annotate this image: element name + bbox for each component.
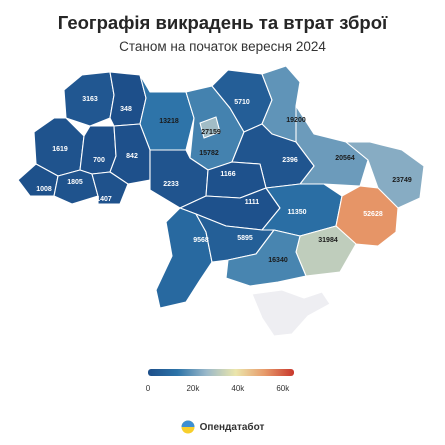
legend-tick: 20k bbox=[186, 384, 200, 393]
region-ivano-frankivsk bbox=[53, 169, 99, 205]
region-label-khmelnytskyi: 842 bbox=[126, 153, 138, 160]
region-label-luhansk: 23749 bbox=[392, 177, 412, 184]
region-label-sumy: 19200 bbox=[286, 117, 306, 124]
legend-tick: 60k bbox=[276, 384, 290, 393]
region-zhytomyr bbox=[139, 74, 195, 151]
region-label-zaporizhzhia: 31984 bbox=[318, 237, 338, 244]
region-label-poltava: 2396 bbox=[282, 157, 298, 164]
region-label-kyiv-city: 27159 bbox=[201, 129, 221, 136]
region-label-cherkasy: 1166 bbox=[220, 171, 235, 178]
region-label-kherson: 16340 bbox=[268, 257, 288, 264]
region-label-chernihiv: 5710 bbox=[234, 99, 250, 106]
region-label-lviv: 1619 bbox=[52, 146, 68, 153]
region-label-volyn: 3163 bbox=[82, 96, 98, 103]
region-label-zakarpattia: 1008 bbox=[36, 186, 52, 193]
region-label-vinnytsia: 2233 bbox=[163, 181, 179, 188]
region-luhansk bbox=[345, 141, 425, 209]
region-label-chernivtsi: 1407 bbox=[96, 196, 112, 203]
region-label-rivne: 348 bbox=[120, 106, 132, 113]
legend-tick: 40k bbox=[231, 384, 245, 393]
region-label-donetsk: 52628 bbox=[363, 211, 383, 218]
page-title: Географія викрадень та втрат зброї bbox=[57, 12, 388, 33]
region-label-kirovohrad: 1111 bbox=[245, 199, 260, 206]
region-label-kyiv-oblast: 15782 bbox=[199, 150, 219, 157]
region-label-dnipropetrovsk: 11350 bbox=[287, 209, 306, 216]
region-chernivtsi bbox=[91, 171, 129, 205]
legend-gradient-bar bbox=[148, 369, 294, 376]
brand-name: Опендатабот bbox=[199, 421, 265, 433]
region-kyiv-city bbox=[199, 116, 221, 139]
opendatabot-logo-icon bbox=[181, 420, 195, 434]
region-ternopil bbox=[79, 125, 117, 175]
color-legend: 0 20k 40k 60k bbox=[145, 369, 294, 405]
region-rivne bbox=[109, 71, 147, 127]
legend-tick: 0 bbox=[145, 384, 151, 393]
page-subtitle: Станом на початок вересня 2024 bbox=[119, 39, 326, 54]
region-label-ternopil: 700 bbox=[93, 157, 105, 164]
region-crimea bbox=[251, 289, 331, 337]
region-kherson bbox=[225, 229, 307, 287]
region-label-odesa: 9568 bbox=[193, 237, 209, 244]
region-label-kharkiv: 20564 bbox=[335, 155, 355, 162]
region-khmelnytskyi bbox=[109, 123, 151, 185]
brand: Опендатабот bbox=[0, 420, 445, 434]
region-label-mykolaiv: 5895 bbox=[237, 235, 253, 242]
region-label-zhytomyr: 13218 bbox=[159, 118, 179, 125]
region-label-ivano-frankivsk: 1805 bbox=[67, 179, 83, 186]
